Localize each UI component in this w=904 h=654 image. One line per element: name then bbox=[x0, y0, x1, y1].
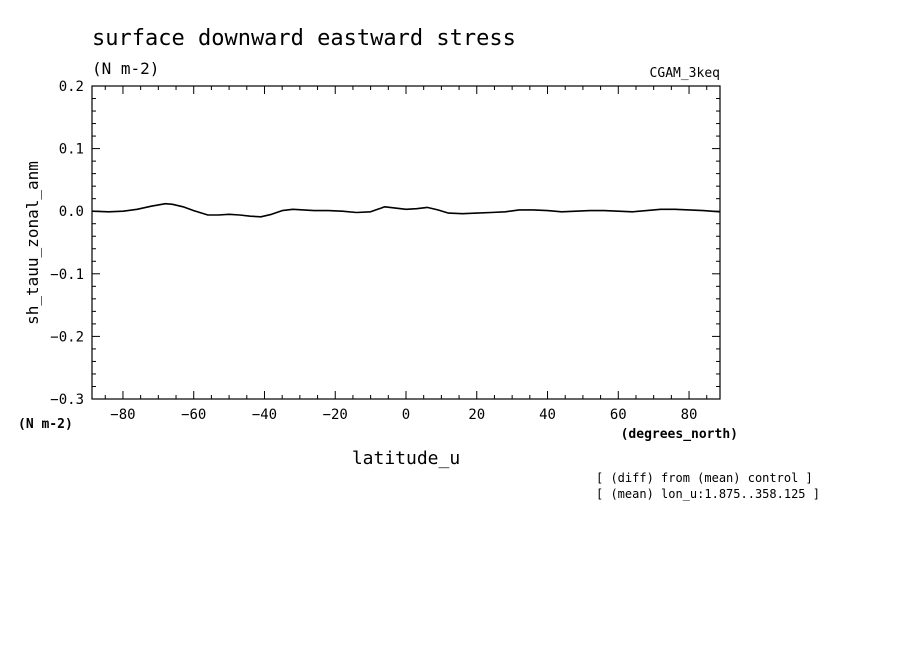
y-tick-label: 0.1 bbox=[59, 142, 84, 158]
chart-title: surface downward eastward stress bbox=[92, 26, 516, 51]
x-tick-label: 0 bbox=[402, 407, 410, 423]
x-tick-label: 20 bbox=[468, 407, 485, 423]
x-tick-label: −20 bbox=[323, 407, 348, 423]
x-tick-label: 60 bbox=[610, 407, 627, 423]
x-axis-label: latitude_u bbox=[352, 448, 460, 469]
chart-units: (N m-2) bbox=[92, 59, 159, 78]
x-tick-label: −80 bbox=[110, 407, 135, 423]
y-tick-label: −0.2 bbox=[50, 329, 84, 345]
x-tick-labels: −80 −60 −40 −20 0 20 40 60 80 bbox=[110, 407, 697, 423]
y-tick-label: −0.1 bbox=[50, 267, 84, 283]
y-axis-label: sh_tauu_zonal_anm bbox=[23, 161, 42, 325]
x-tick-label: −60 bbox=[181, 407, 206, 423]
note-mean: [ (mean) lon_u:1.875..358.125 ] bbox=[596, 487, 820, 501]
note-diff: [ (diff) from (mean) control ] bbox=[596, 471, 813, 485]
series-line bbox=[91, 202, 721, 218]
y-axis-units: (N m-2) bbox=[18, 417, 73, 432]
y-tick-label: 0.2 bbox=[59, 79, 84, 95]
x-tick-label: −40 bbox=[252, 407, 277, 423]
y-tick-label: 0.0 bbox=[59, 204, 84, 220]
dataset-label: CGAM_3keq bbox=[650, 66, 720, 81]
x-tick-label: 80 bbox=[681, 407, 698, 423]
axis-ticks bbox=[92, 85, 720, 400]
x-axis-units: (degrees_north) bbox=[621, 427, 738, 442]
y-tick-labels: 0.2 0.1 0.0 −0.1 −0.2 −0.3 bbox=[50, 79, 84, 408]
y-tick-label: −0.3 bbox=[50, 392, 84, 408]
plot-frame bbox=[91, 85, 721, 400]
x-tick-label: 40 bbox=[539, 407, 556, 423]
series-layer bbox=[91, 202, 721, 218]
